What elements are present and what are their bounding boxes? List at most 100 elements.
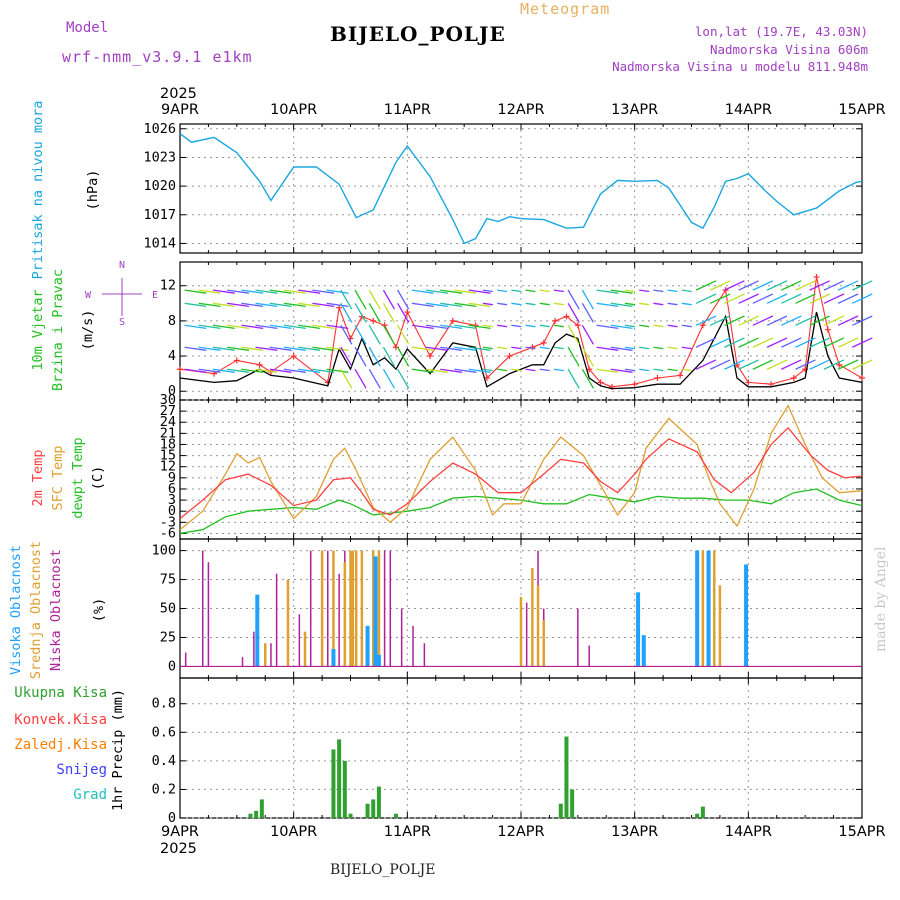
y-tick-label: 1014 — [143, 235, 176, 251]
wind-arrow — [525, 346, 536, 350]
wind-arrow — [738, 337, 759, 348]
precip-bar — [337, 739, 342, 818]
wind-arrow — [482, 368, 493, 372]
wind-arrow — [198, 368, 221, 373]
wind-arrow — [382, 302, 396, 323]
wind-arrow — [724, 337, 745, 348]
wind-arrow — [283, 346, 306, 351]
credit-watermark: made by Angel — [873, 546, 889, 653]
wind-direction-arrows — [184, 280, 873, 389]
y-tick-label: 8 — [168, 313, 176, 329]
y-tick-label: 50 — [160, 601, 176, 617]
wind-arrow — [511, 368, 522, 372]
cloud-bar-low — [389, 550, 392, 667]
wind-arrow — [639, 368, 650, 372]
y-tick-label: 9 — [168, 470, 176, 486]
wind-arrow — [298, 289, 321, 294]
wind-arrow — [298, 324, 321, 329]
wind-arrow — [354, 324, 367, 345]
precip-axis-label: 1hr Precip (mm) — [110, 689, 126, 811]
wind-arrow — [198, 302, 221, 308]
wind-arrow — [525, 289, 536, 293]
wind-arrow — [497, 289, 508, 293]
time-label-top: 9APR — [161, 102, 199, 118]
wind-arrow — [581, 346, 594, 367]
cloud-bar-high — [365, 625, 370, 667]
y-tick-label: 3 — [168, 492, 176, 508]
wind-arrow — [283, 302, 306, 308]
precip-bar — [570, 789, 575, 818]
y-tick-label: 0.6 — [152, 724, 176, 740]
wind-arrow — [255, 302, 278, 308]
wind-arrow — [695, 359, 717, 370]
cloud-bar-low — [577, 608, 579, 667]
wind-arrow — [610, 302, 633, 308]
wind-arrow — [382, 324, 396, 345]
wind-arrow — [653, 346, 664, 350]
wind-arrow — [567, 289, 580, 310]
wind-gust-marker — [813, 273, 820, 280]
cloud-bar-mid — [303, 631, 307, 667]
wind-arrow — [681, 368, 692, 372]
precip-legend-item: Zaledj.Kisa — [14, 737, 107, 753]
wind-arrow — [212, 324, 235, 329]
precip-bar — [376, 786, 381, 818]
wind-arrow — [795, 359, 816, 370]
wind-arrow — [440, 368, 463, 373]
wind-arrow — [354, 289, 367, 310]
wind-arrow — [283, 368, 306, 373]
cloud-bar-high — [641, 635, 646, 667]
cloud-bar-high — [331, 649, 336, 667]
wind-gust-marker — [256, 361, 263, 368]
wind-arrow — [397, 368, 410, 389]
cloud-bar-high — [255, 594, 260, 667]
wind-gust-marker — [745, 379, 752, 386]
y-tick-label: 0 — [168, 658, 176, 674]
model-label: Model — [66, 20, 109, 36]
wind-arrow — [368, 289, 381, 310]
y-tick-label: 0 — [168, 383, 176, 399]
cloud-bar-mid — [718, 585, 722, 667]
y-tick-label: 12 — [160, 278, 176, 294]
cloud-bar-mid — [354, 550, 358, 667]
cloud-bar-mid — [286, 579, 290, 667]
wind-arrow — [596, 289, 619, 294]
wind-arrow — [653, 368, 664, 372]
wind-arrow — [184, 289, 207, 294]
wind-gust-marker — [540, 339, 547, 346]
wind-arrow — [425, 289, 448, 294]
y-tick-label: 0.2 — [152, 781, 176, 797]
wind-arrow — [454, 324, 477, 329]
cloud-bar-low — [525, 602, 528, 667]
wind-arrow — [823, 280, 845, 291]
wind-arrow — [397, 324, 410, 345]
wind-arrow — [212, 289, 235, 294]
wind-arrow — [511, 346, 522, 350]
wind-arrow — [781, 315, 802, 326]
wind-arrow — [397, 302, 410, 323]
time-label-bottom: 10APR — [270, 824, 317, 840]
wind-arrow — [766, 337, 788, 348]
cloud-bar-low — [338, 573, 340, 667]
wind-arrow — [269, 324, 292, 329]
wind-arrow — [837, 293, 859, 304]
wind-arrow — [539, 289, 550, 293]
compass-east: E — [152, 290, 158, 301]
wind-arrow — [468, 289, 491, 294]
wind-arrow — [227, 346, 250, 351]
wind-gust-marker — [177, 366, 183, 373]
y-tick-label: 6 — [168, 481, 176, 497]
wind-arrow — [184, 346, 207, 351]
wind-arrow — [581, 324, 594, 345]
wind-arrow — [752, 280, 774, 291]
wind-arrow — [624, 368, 635, 372]
sfc-temp-axis-label: SFC Temp — [50, 445, 66, 510]
wind-gust-marker — [290, 353, 297, 360]
wind-arrow — [752, 359, 774, 370]
wind-arrow — [425, 302, 448, 308]
panel-frame — [179, 261, 863, 401]
wind-gust-marker — [404, 309, 411, 316]
mid-cloud-axis-label: Srednja Oblacnost — [28, 541, 44, 679]
wind-arrow — [639, 324, 650, 328]
